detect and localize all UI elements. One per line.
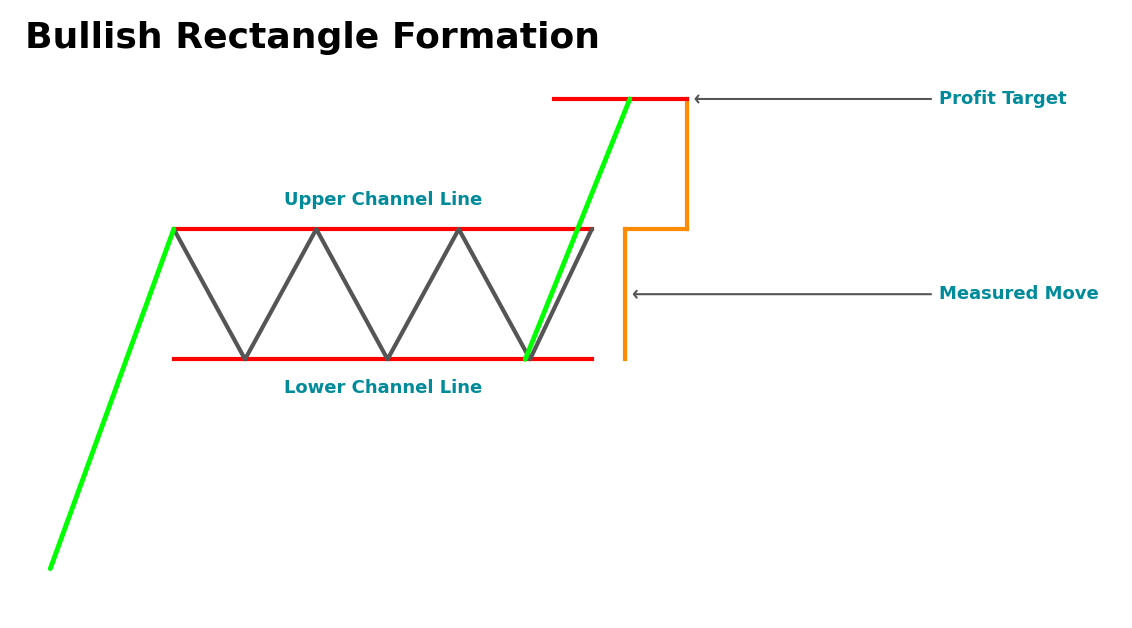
Text: Measured Move: Measured Move bbox=[938, 285, 1098, 303]
Text: Bullish Rectangle Formation: Bullish Rectangle Formation bbox=[25, 21, 600, 55]
Text: Lower Channel Line: Lower Channel Line bbox=[284, 379, 482, 397]
Text: Profit Target: Profit Target bbox=[938, 90, 1066, 108]
Text: Upper Channel Line: Upper Channel Line bbox=[284, 192, 482, 209]
